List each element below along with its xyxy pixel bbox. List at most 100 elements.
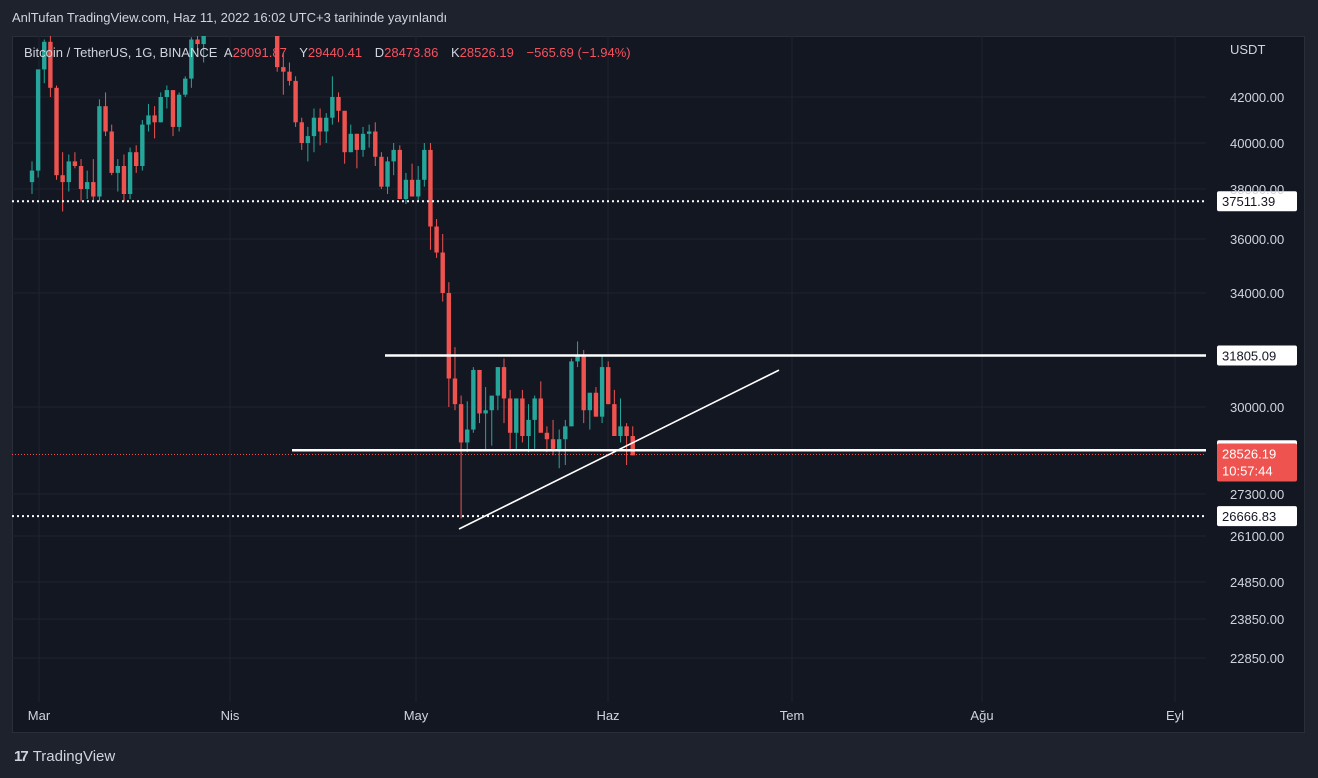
candle — [471, 367, 476, 433]
candle — [305, 126, 311, 162]
candle-body — [176, 94, 182, 127]
candle — [183, 76, 188, 97]
candle — [134, 145, 139, 173]
candle — [164, 85, 170, 109]
candle — [618, 398, 623, 443]
tradingview-logo-icon: 17 — [14, 747, 29, 765]
level-price-label: 37511.39 — [1222, 194, 1275, 209]
candle — [146, 103, 151, 132]
candle — [581, 350, 586, 424]
time-tick-label: May — [404, 708, 429, 723]
candle — [520, 389, 525, 443]
candle — [397, 145, 402, 199]
candle-body — [422, 149, 427, 180]
candle-body — [84, 182, 90, 189]
candle — [569, 358, 574, 427]
level-price-label: 26666.83 — [1222, 509, 1276, 524]
price-tick-label: 26100.00 — [1230, 529, 1284, 544]
candle-body — [483, 410, 488, 414]
price-tick-label: 22850.00 — [1230, 651, 1284, 666]
candle — [575, 341, 580, 368]
candle-body — [520, 398, 525, 436]
candle-body — [606, 367, 611, 405]
candle — [624, 423, 629, 465]
candle-body — [48, 41, 53, 88]
candle — [189, 37, 194, 88]
candle-body — [440, 252, 445, 293]
candle-body — [109, 131, 114, 173]
candle — [281, 53, 286, 95]
candle — [72, 152, 78, 169]
candle-body — [348, 133, 353, 153]
price-tick-label: 34000.00 — [1230, 286, 1284, 301]
candle — [366, 124, 372, 148]
candle-body — [299, 122, 304, 143]
time-tick-label: Nis — [221, 708, 240, 723]
candle-body — [446, 293, 452, 379]
legend-symbol: Bitcoin / TetherUS, 1G, BINANCE — [24, 45, 218, 60]
candle-body — [477, 369, 482, 414]
candle-body — [458, 404, 464, 443]
candle-body — [360, 133, 366, 150]
candle — [379, 152, 384, 189]
candle — [507, 389, 513, 449]
candle — [360, 126, 366, 157]
candle-body — [311, 117, 317, 137]
candle — [66, 154, 71, 192]
candle-body — [397, 149, 402, 199]
candle-body — [618, 426, 623, 436]
footer-branding[interactable]: 17 TradingView — [14, 746, 115, 766]
candle-body — [72, 161, 78, 166]
candle — [195, 36, 200, 51]
candle-body — [581, 355, 586, 411]
candle — [330, 76, 335, 125]
level-price-label: 31805.09 — [1222, 349, 1276, 364]
candle — [385, 156, 390, 194]
candle-body — [471, 369, 476, 430]
candle — [127, 147, 133, 199]
candle — [391, 143, 396, 176]
candle-body — [146, 115, 151, 125]
horizontal-levels[interactable]: 37511.3931805.0928657.8026666.8328526.19… — [12, 191, 1297, 527]
candle-body — [183, 78, 188, 95]
candle — [299, 117, 304, 150]
trendline-group[interactable] — [458, 369, 780, 530]
candle-body — [563, 426, 568, 440]
candle — [60, 152, 65, 212]
bar-countdown-label: 10:57:44 — [1222, 463, 1273, 478]
candle-body — [201, 36, 206, 45]
trendline[interactable] — [458, 369, 780, 530]
candle — [403, 172, 409, 204]
candle-body — [544, 432, 550, 440]
candle — [606, 361, 611, 405]
candle — [109, 124, 114, 176]
chart-canvas[interactable]: 37511.3931805.0928657.8026666.8328526.19… — [12, 36, 1305, 733]
candle-body — [78, 166, 84, 189]
candle-body — [366, 131, 372, 134]
price-axis[interactable]: USDT 42000.00 40000.00 38000.00 36000.00 3400… — [1230, 42, 1284, 666]
candle-body — [42, 41, 47, 70]
time-axis[interactable]: Mar Nis May Haz Tem Ağu Eyl — [28, 708, 1184, 723]
candle-body — [35, 69, 41, 171]
candle — [42, 39, 47, 84]
candle — [556, 429, 562, 469]
publish-header: AnlTufan TradingView.com, Haz 11, 2022 1… — [12, 10, 448, 25]
candle-body — [415, 179, 421, 197]
price-tick-label: 23850.00 — [1230, 612, 1284, 627]
candle — [336, 92, 341, 123]
candle-body — [575, 355, 580, 362]
candle-body — [538, 398, 543, 433]
chart-frame[interactable] — [12, 36, 1305, 733]
candle-body — [434, 226, 439, 253]
candle-body — [170, 90, 176, 127]
grid — [12, 36, 1206, 702]
candle — [587, 392, 593, 430]
candle — [415, 166, 421, 202]
candle — [477, 369, 482, 424]
price-tick-label: 42000.00 — [1230, 90, 1284, 105]
candle — [440, 234, 445, 302]
candle-body — [428, 149, 433, 227]
candle-body — [115, 166, 121, 173]
candle — [465, 401, 470, 453]
candle — [593, 387, 599, 417]
